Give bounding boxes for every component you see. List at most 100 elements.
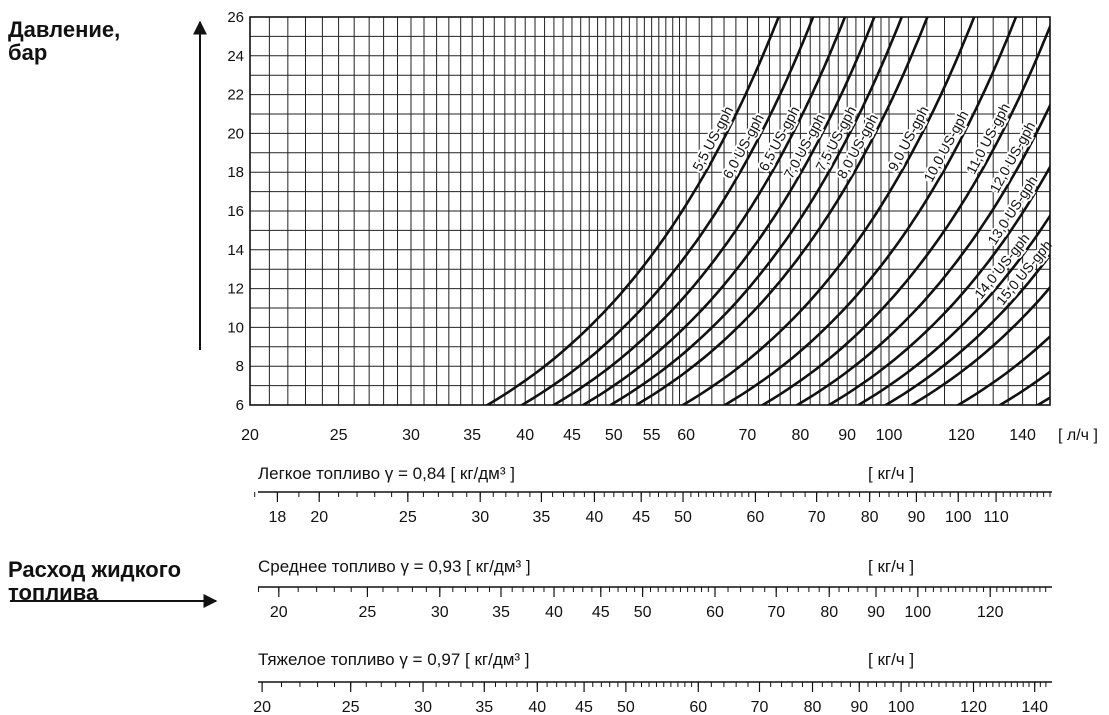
y-axis-title-line-2: бар xyxy=(8,40,48,65)
y-tick-label: 14 xyxy=(227,242,244,259)
scale-tick-label: 45 xyxy=(575,699,593,715)
scale-tick-label: 120 xyxy=(960,699,987,715)
nozzle-curve xyxy=(955,334,1050,405)
plot-frame xyxy=(249,16,1051,406)
scale-medium-unit: [ кг/ч ] xyxy=(868,557,915,576)
scale-tick-label: 40 xyxy=(545,604,563,621)
x-axis-title-line-1: Расход жидкого xyxy=(8,557,182,582)
scale-medium-title: Среднее топливо γ = 0,93 [ кг/дм³ ] xyxy=(258,557,531,576)
scale-tick-label: 30 xyxy=(471,509,489,526)
scale-tick-label: 60 xyxy=(706,604,724,621)
y-tick-label: 24 xyxy=(227,48,244,65)
scale-tick-label: 20 xyxy=(310,509,328,526)
scale-tick-label: 60 xyxy=(689,699,707,715)
scale-tick-label: 50 xyxy=(674,509,692,526)
scale-light-unit: [ кг/ч ] xyxy=(868,464,915,483)
scale-tick-label: 25 xyxy=(342,699,360,715)
scale-tick-label: 40 xyxy=(528,699,546,715)
mass-flow-scale: 20 25 30 35 40 45 50 60 70 80 90 100 120 140 xyxy=(253,681,1052,715)
scale-tick-label: 60 xyxy=(747,509,765,526)
plot-grid xyxy=(249,16,1051,406)
nozzle-curve xyxy=(1055,7,1109,414)
mass-flow-scale: 18 20 25 30 35 40 45 50 60 70 80 90 100 110 xyxy=(254,491,1052,526)
y-tick-label: 6 xyxy=(236,397,244,414)
y-tick-label: 20 xyxy=(227,125,244,142)
x-tick-label: 50 xyxy=(605,427,623,444)
scale-tick-label: 35 xyxy=(475,699,493,715)
y-tick-label: 18 xyxy=(227,164,244,181)
nozzle-curves xyxy=(484,7,1109,414)
scale-tick-label: 30 xyxy=(431,604,449,621)
mass-flow-scale: 20 25 30 35 40 45 50 60 70 80 90 100 120 xyxy=(257,586,1052,621)
y-tick-label: 26 xyxy=(227,9,244,26)
scale-heavy-unit: [ кг/ч ] xyxy=(868,650,915,669)
scale-tick-label: 50 xyxy=(634,604,652,621)
x-axis-unit: [ л/ч ] xyxy=(1058,427,1098,444)
scale-tick-label: 35 xyxy=(533,509,551,526)
nozzle-curve xyxy=(551,17,847,405)
nozzle-curve xyxy=(722,17,1018,405)
scale-tick-label: 70 xyxy=(751,699,769,715)
x-tick-label: 60 xyxy=(677,427,695,444)
nozzle-curve xyxy=(608,17,904,405)
x-tick-label: 90 xyxy=(838,427,856,444)
scale-tick-label: 20 xyxy=(270,604,288,621)
x-tick-label: 30 xyxy=(402,427,420,444)
scale-tick-label: 20 xyxy=(253,699,271,715)
scale-tick-label: 25 xyxy=(399,509,417,526)
x-tick-label: 100 xyxy=(876,427,903,444)
x-tick-label: 25 xyxy=(330,427,348,444)
y-tick-label: 16 xyxy=(227,203,244,220)
x-tick-label: 55 xyxy=(643,427,661,444)
scale-tick-label: 80 xyxy=(804,699,822,715)
scale-tick-label: 40 xyxy=(586,509,604,526)
y-axis-title: Давление, бар xyxy=(8,18,120,64)
scale-tick-label: 80 xyxy=(861,509,879,526)
scale-tick-label: 90 xyxy=(867,604,885,621)
scale-tick-label: 70 xyxy=(767,604,785,621)
y-tick-label: 8 xyxy=(236,358,244,375)
x-tick-label: 20 xyxy=(241,427,259,444)
nozzle-curve xyxy=(760,23,1050,405)
x-axis-title: Расход жидкого топлива xyxy=(8,558,181,604)
nozzle-curve xyxy=(519,17,815,405)
y-tick-label: 12 xyxy=(227,281,244,298)
scale-tick-label: 35 xyxy=(492,604,510,621)
nozzle-curve xyxy=(680,17,976,405)
scale-tick-label: 80 xyxy=(820,604,838,621)
scale-tick-label: 25 xyxy=(359,604,377,621)
nozzle-curve xyxy=(855,213,1050,405)
scale-tick-label: 100 xyxy=(888,699,915,715)
scale-tick-label: 45 xyxy=(592,604,610,621)
scale-tick-label: 18 xyxy=(268,509,286,526)
y-tick-label: 10 xyxy=(227,319,244,336)
scale-tick-label: 90 xyxy=(850,699,868,715)
scale-tick-label: 100 xyxy=(904,604,931,621)
nozzle-curve xyxy=(908,285,1050,405)
scale-tick-label: 45 xyxy=(632,509,650,526)
mass-flow-scales: 18 20 25 30 35 40 45 50 60 70 80 90 100 110 20 25 30 35 40… xyxy=(253,491,1052,715)
scale-tick-label: 140 xyxy=(1021,699,1048,715)
y-tick-labels: 6 8 10 12 14 16 18 20 22 24 26 xyxy=(227,9,244,414)
x-tick-labels: 20 25 30 35 40 45 50 55 60 70 80 90 100 120 140 [ л/ч ] xyxy=(241,427,1098,444)
scale-tick-label: 120 xyxy=(977,604,1004,621)
plot-border xyxy=(249,16,1051,406)
scale-tick-label: 110 xyxy=(983,509,1009,526)
y-tick-label: 22 xyxy=(227,87,244,104)
nozzle-curve xyxy=(484,17,780,405)
scale-heavy-title: Тяжелое топливо γ = 0,97 [ кг/дм³ ] xyxy=(258,650,530,669)
scale-tick-label: 90 xyxy=(908,509,926,526)
nozzle-curve xyxy=(580,17,876,405)
x-tick-label: 45 xyxy=(563,427,581,444)
y-axis-title-line-1: Давление, xyxy=(8,17,121,42)
scale-tick-label: 50 xyxy=(617,699,635,715)
nozzle-curve xyxy=(633,17,929,405)
x-tick-label: 80 xyxy=(792,427,810,444)
x-tick-label: 140 xyxy=(1009,427,1036,444)
x-axis-title-line-2: топлива xyxy=(8,580,99,605)
nozzle-curve xyxy=(794,102,1050,405)
x-tick-label: 40 xyxy=(516,427,534,444)
scale-tick-label: 100 xyxy=(945,509,972,526)
scale-tick-label: 70 xyxy=(808,509,826,526)
